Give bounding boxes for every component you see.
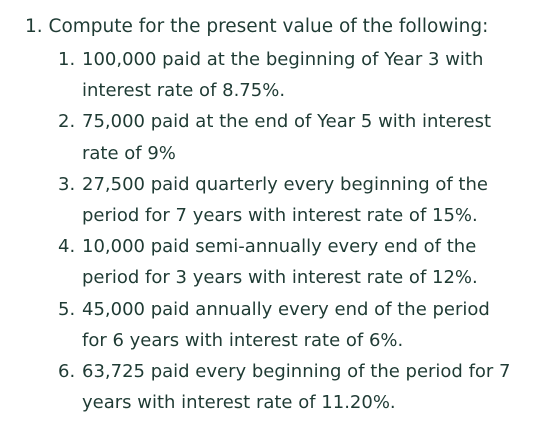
list-item-text: 75,000 paid at the end of Year 5 with in… [82, 111, 492, 164]
list-item-text: 27,500 paid quarterly every beginning of… [82, 173, 488, 227]
list-item-number: 1. [58, 49, 76, 70]
list-item: 5. 45,000 paid annually every end of the… [58, 294, 528, 356]
list-item-text: 45,000 paid annually every end of the pe… [82, 298, 490, 351]
list-item-number: 3. [58, 173, 76, 195]
list-item: 4. 10,000 paid semi-annually every end o… [58, 231, 528, 293]
list-item-text: 10,000 paid semi-annually every end of t… [82, 236, 478, 289]
list-item-text: 63,725 paid every beginning of the perio… [82, 361, 511, 414]
question-number: 1. [25, 16, 43, 37]
question-heading: 1. Compute for the present value of the … [25, 14, 488, 40]
list-item: 6. 63,725 paid every beginning of the pe… [58, 356, 528, 418]
list-item: 1. 100,000 paid at the beginning of Year… [58, 44, 528, 106]
list-item: 2. 75,000 paid at the end of Year 5 with… [58, 106, 528, 168]
list-item-number: 4. [58, 236, 76, 258]
list-item-number: 2. [58, 111, 76, 133]
question-prompt: Compute for the present value of the fol… [48, 16, 489, 37]
list-item-text: 100,000 paid at the beginning of Year 3 … [82, 49, 484, 102]
list-item: 3. 27,500 paid quarterly every beginning… [58, 169, 528, 231]
list-item-number: 5. [58, 298, 76, 320]
sub-item-list: 1. 100,000 paid at the beginning of Year… [58, 44, 528, 418]
list-item-number: 6. [58, 361, 76, 383]
